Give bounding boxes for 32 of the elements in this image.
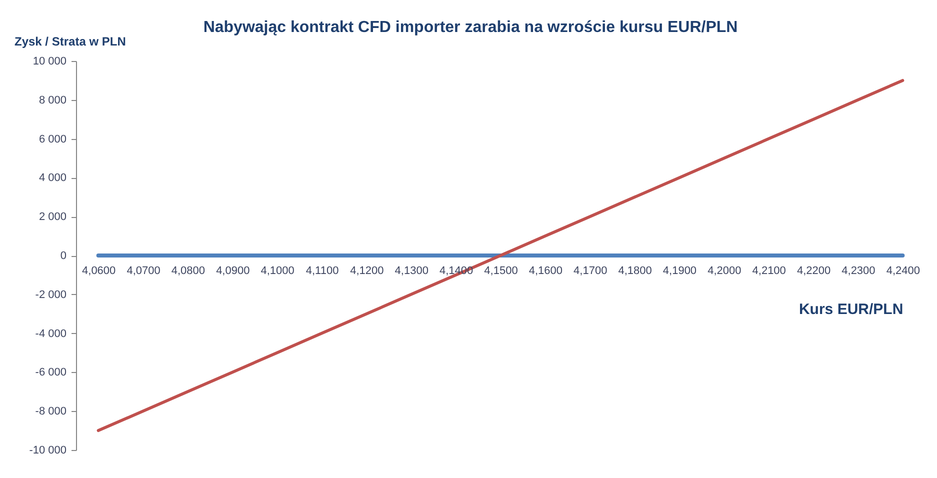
x-tick-label: 4,1500 xyxy=(484,265,518,277)
x-tick-label: 4,1200 xyxy=(350,265,384,277)
x-tick-label: 4,2400 xyxy=(886,265,920,277)
y-tick-label: -6 000 xyxy=(35,366,66,379)
y-tick-label: 10 000 xyxy=(32,56,66,68)
x-tick-label: 4,1600 xyxy=(528,265,563,277)
x-tick-label: 4,2000 xyxy=(708,265,742,277)
x-tick-label: 4,2100 xyxy=(752,265,786,277)
x-tick-label: 4,2300 xyxy=(842,265,876,277)
x-axis-title: Kurs EUR/PLN xyxy=(798,301,904,318)
x-tick-label: 4,0700 xyxy=(126,265,160,277)
chart-title: Nabywając kontrakt CFD importer zarabia na wzroście kursu EUR/PLN xyxy=(203,19,738,36)
y-tick-label: 4 000 xyxy=(38,172,66,184)
y-axis-title: Zysk / Strata w PLN xyxy=(14,34,126,48)
y-tick-label: 2 000 xyxy=(38,211,66,224)
x-tick-label: 4,0900 xyxy=(216,265,250,277)
y-tick-label: 0 xyxy=(60,250,66,262)
y-tick-label: -4 000 xyxy=(35,328,66,340)
x-tick-label: 4,0600 xyxy=(82,265,116,277)
y-tick-label: -2 000 xyxy=(35,288,66,301)
x-tick-label: 4,1300 xyxy=(394,265,428,277)
x-tick-label: 4,2200 xyxy=(796,265,831,277)
x-tick-label: 4,0800 xyxy=(171,265,206,277)
x-tick-label: 4,1700 xyxy=(574,265,608,277)
x-tick-label: 4,1800 xyxy=(618,265,652,277)
y-tick-label: -8 000 xyxy=(35,406,66,418)
x-tick-label: 4,1000 xyxy=(260,265,294,277)
x-tick-label: 4,1100 xyxy=(306,265,339,277)
y-tick-label: 6 000 xyxy=(38,133,66,146)
y-tick-label: 8 000 xyxy=(38,94,66,106)
y-tick-label: -10 000 xyxy=(29,444,66,456)
x-tick-label: 4,1900 xyxy=(662,265,697,277)
